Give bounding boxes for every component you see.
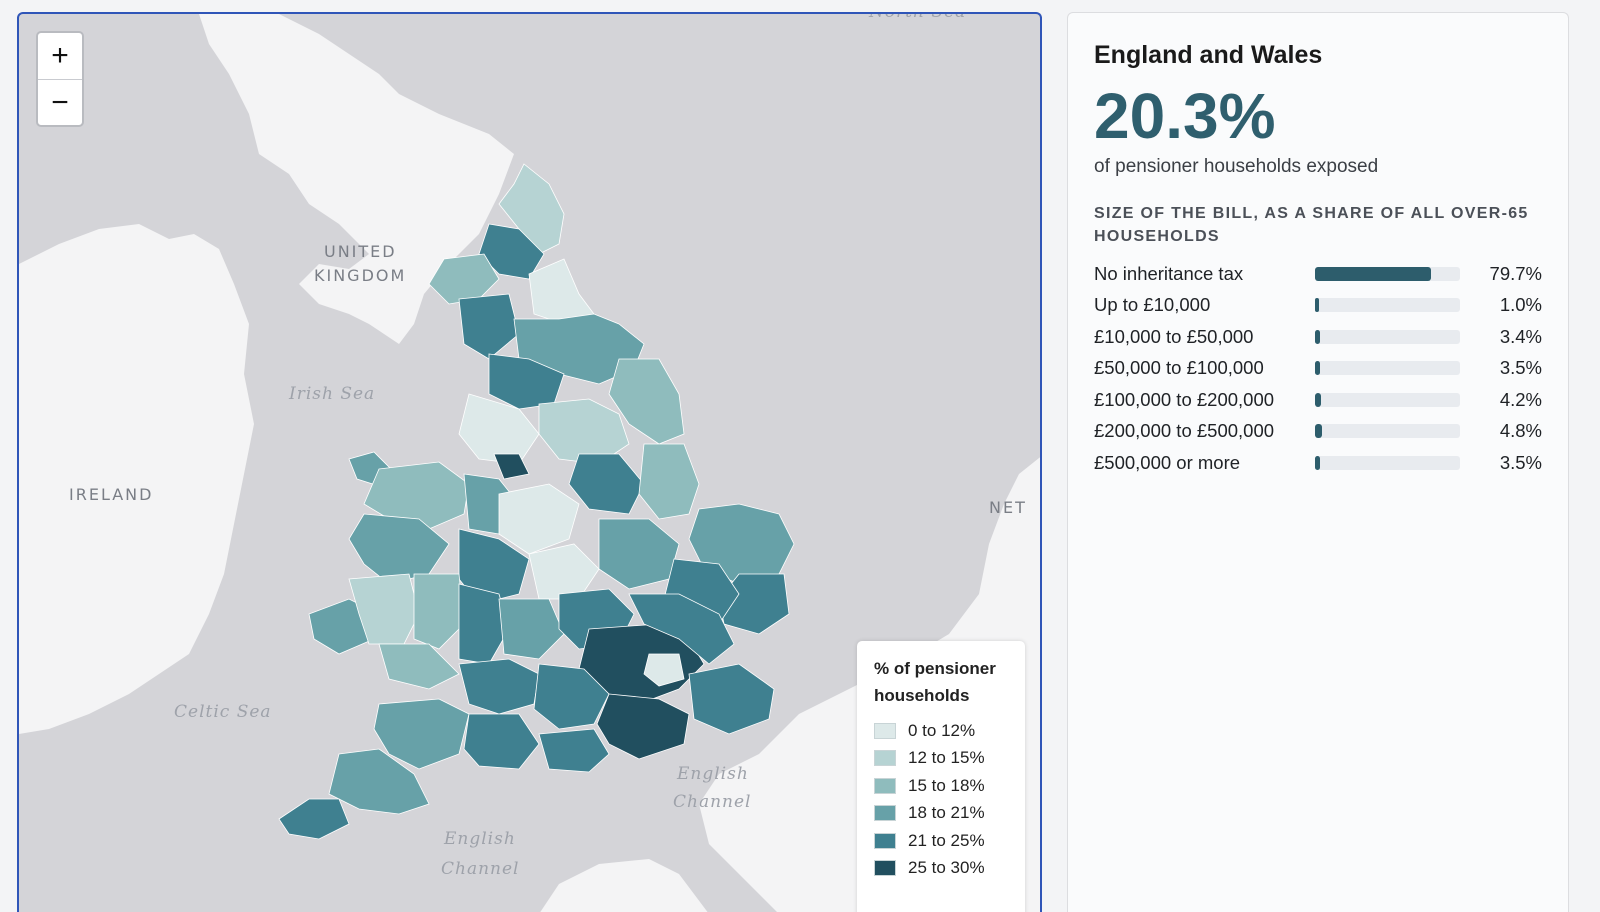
bill-row-bar-fill: [1315, 424, 1323, 439]
legend-label: 0 to 12%: [908, 720, 976, 740]
bill-row-bar-fill: [1315, 298, 1320, 313]
bill-row: No inheritance tax 79.7%: [1094, 258, 1542, 290]
bill-row-value: 3.5%: [1499, 357, 1542, 379]
label-english-channel-2b: Channel: [441, 859, 520, 879]
region-title: England and Wales: [1094, 41, 1323, 69]
bill-row-value: 1.0%: [1499, 294, 1542, 316]
bill-row-label: £500,000 or more: [1094, 451, 1241, 473]
label-ireland: IRELAND: [69, 485, 154, 504]
legend-label: 25 to 30%: [908, 858, 985, 878]
bill-row-bar-track: [1315, 424, 1461, 439]
legend-item: 0 to 12%: [874, 717, 1008, 745]
legend-item: 25 to 30%: [874, 855, 1008, 883]
legend-label: 18 to 21%: [908, 803, 985, 823]
bill-row: £100,000 to £200,000 4.2%: [1094, 384, 1542, 416]
legend-item: 18 to 21%: [874, 800, 1008, 828]
bill-row: £200,000 to £500,000 4.8%: [1094, 416, 1542, 448]
summary-panel: England and Wales 20.3% of pensioner hou…: [1067, 12, 1569, 912]
bill-row-bar-track: [1315, 361, 1461, 376]
bill-row-bar-fill: [1315, 455, 1321, 470]
label-irish-sea: Irish Sea: [289, 384, 376, 404]
bill-row-bar-fill: [1315, 266, 1432, 281]
bill-row: £10,000 to £50,000 3.4%: [1094, 321, 1542, 353]
bill-row-bar-fill: [1315, 392, 1322, 407]
label-english-channel-1b: Channel: [673, 792, 752, 812]
label-celtic-sea: Celtic Sea: [174, 702, 272, 722]
bill-row-value: 3.4%: [1499, 325, 1542, 347]
map-legend: % of pensioner households 0 to 12% 12 to …: [857, 641, 1025, 912]
bill-row-label: £100,000 to £200,000: [1094, 388, 1275, 410]
bill-row: £500,000 or more 3.5%: [1094, 447, 1542, 479]
headline-caption: of pensioner households exposed: [1094, 156, 1379, 177]
bill-row-label: £200,000 to £500,000: [1094, 420, 1275, 442]
bill-row-value: 3.5%: [1499, 451, 1542, 473]
bill-row-bar-track: [1315, 298, 1461, 313]
bill-row-bar-track: [1315, 329, 1461, 344]
bill-row-label: £10,000 to £50,000: [1094, 325, 1254, 347]
legend-swatch: [874, 750, 896, 767]
legend-label: 15 to 18%: [908, 775, 985, 795]
legend-swatch: [874, 722, 896, 739]
bill-row: Up to £10,000 1.0%: [1094, 290, 1542, 322]
zoom-in-button[interactable]: +: [51, 39, 69, 72]
legend-title: % of pensioner households: [874, 659, 996, 705]
legend-swatch: [874, 805, 896, 822]
label-kingdom: KINGDOM: [314, 266, 407, 285]
bill-row-value: 4.8%: [1499, 420, 1542, 442]
legend-item: 12 to 15%: [874, 745, 1008, 773]
legend-label: 12 to 15%: [908, 748, 985, 768]
legend-swatch: [874, 777, 896, 794]
france-landmass: [540, 859, 708, 912]
bill-row-bar-fill: [1315, 329, 1320, 344]
label-english-channel-1a: English: [677, 764, 749, 784]
bill-row-value: 79.7%: [1489, 262, 1542, 284]
legend-item: 21 to 25%: [874, 827, 1008, 855]
label-netherlands-partial: NET: [989, 498, 1027, 517]
bill-row-label: £50,000 to £100,000: [1094, 357, 1264, 379]
bill-row-bar-fill: [1315, 361, 1321, 376]
legend-swatch: [874, 860, 896, 877]
bill-row-bar-track: [1315, 266, 1461, 281]
bill-row: £50,000 to £100,000 3.5%: [1094, 353, 1542, 385]
scotland-landmass: [199, 14, 514, 344]
label-north-sea: North Sea: [869, 12, 967, 22]
legend-label: 21 to 25%: [908, 830, 985, 850]
legend-swatch: [874, 832, 896, 849]
bill-row-value: 4.2%: [1499, 388, 1542, 410]
choropleth-regions[interactable]: [278, 163, 795, 840]
bill-row-bar-track: [1315, 392, 1461, 407]
northern-ireland-landmass: [129, 274, 239, 364]
legend-item: 15 to 18%: [874, 772, 1008, 800]
bill-section-heading: SIZE OF THE BILL, AS A SHARE OF ALL OVER…: [1094, 205, 1529, 245]
bill-row-label: Up to £10,000: [1094, 294, 1211, 316]
legend-items: 0 to 12% 12 to 15% 15 to 18% 18 to 21% 21 to…: [874, 717, 1008, 882]
map-panel[interactable]: + − UNITED KINGDOM IRELAND NET North Sea…: [17, 12, 1042, 912]
headline-value: 20.3%: [1094, 80, 1276, 152]
zoom-out-button[interactable]: −: [38, 79, 82, 125]
zoom-control[interactable]: + −: [36, 31, 84, 127]
bill-row-bar-track: [1315, 455, 1461, 470]
label-english-channel-2a: English: [444, 829, 516, 849]
bill-row-label: No inheritance tax: [1094, 262, 1244, 284]
label-united: UNITED: [324, 242, 397, 261]
bill-share-list: No inheritance tax 79.7% Up to £10,000 1.0%…: [1094, 258, 1542, 479]
